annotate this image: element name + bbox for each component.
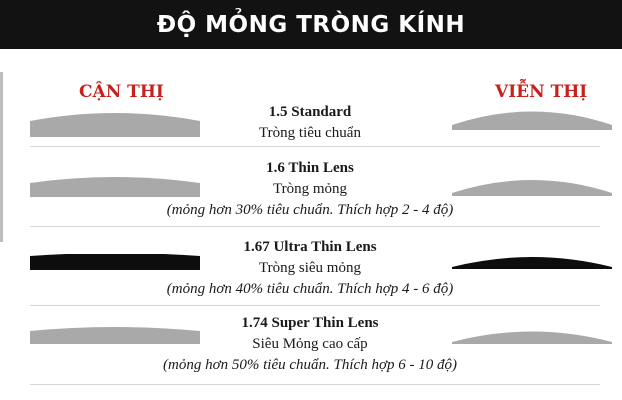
lens-row-4-title: 1.74 Super Thin Lens [241,315,379,331]
lens-row-2-note: (mỏng hơn 30% tiêu chuẩn. Thích hợp 2 - … [166,202,454,218]
lens-row-4-text: 1.74 Super Thin Lens Siêu Mỏng cao cấp (… [120,313,500,376]
lens-row-1-text: 1.5 Standard Tròng tiêu chuẩn [120,102,500,144]
hyperopia-lens-2-shape [452,180,612,196]
page-title: ĐỘ MỎNG TRÒNG KÍNH [156,11,466,38]
myopia-lens-4-shape [30,327,200,344]
hyperopia-label: VIỄN THỊ [495,82,588,102]
hyperopia-lens-3 [452,257,612,269]
myopia-label: CẬN THỊ [79,82,164,102]
myopia-lens-1-shape [30,113,200,137]
hyperopia-lens-4-shape [452,331,612,344]
myopia-lens-1 [30,113,200,137]
left-edge-bar [0,72,3,242]
row-divider-2 [30,226,600,227]
myopia-lens-2 [30,177,200,197]
hyperopia-lens-3-shape [452,257,612,269]
lens-row-1-subtitle: Tròng tiêu chuẩn [259,125,361,141]
lens-row-3-text: 1.67 Ultra Thin Lens Tròng siêu mỏng (mỏ… [120,237,500,300]
myopia-lens-4 [30,327,200,344]
lens-row-3-title: 1.67 Ultra Thin Lens [243,239,377,255]
header-bar: ĐỘ MỎNG TRÒNG KÍNH [0,0,622,49]
hyperopia-lens-1 [452,111,612,130]
row-divider-4 [30,384,600,385]
row-divider-1 [30,146,600,147]
lens-row-4-subtitle: Siêu Mỏng cao cấp [252,336,368,352]
myopia-lens-3 [30,254,200,270]
hyperopia-lens-2 [452,180,612,196]
row-divider-3 [30,305,600,306]
myopia-lens-3-shape [30,254,200,270]
lens-row-4-note: (mỏng hơn 50% tiêu chuẩn. Thích hợp 6 - … [163,357,457,373]
hyperopia-lens-4 [452,331,612,344]
myopia-lens-2-shape [30,177,200,197]
lens-row-2-subtitle: Tròng mỏng [272,181,348,197]
hyperopia-lens-1-shape [452,111,612,130]
lens-row-3-note: (mỏng hơn 40% tiêu chuẩn. Thích hợp 4 - … [166,281,454,297]
lens-row-3-subtitle: Tròng siêu mỏng [259,260,361,276]
lens-row-1-title: 1.5 Standard [268,104,352,120]
lens-row-2-title: 1.6 Thin Lens [266,160,354,176]
lens-row-2-text: 1.6 Thin Lens Tròng mỏng (mỏng hơn 30% t… [120,158,500,221]
